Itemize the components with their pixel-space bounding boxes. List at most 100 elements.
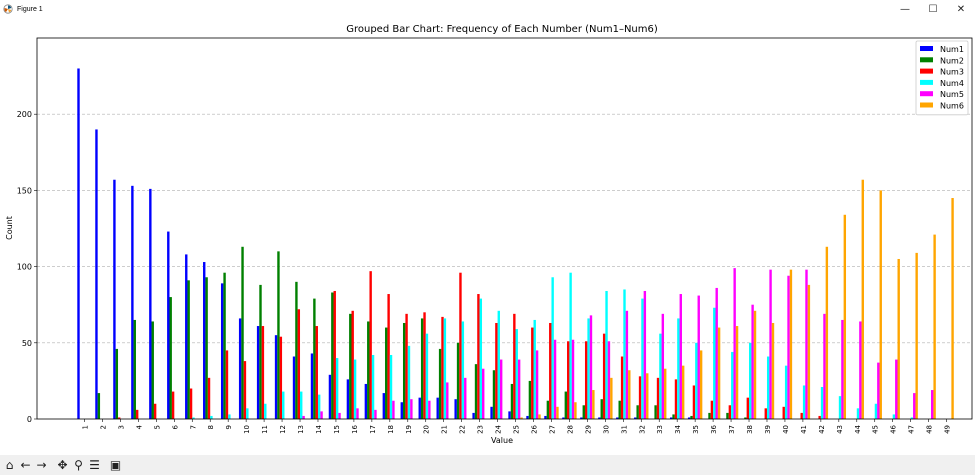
x-tick-label: 22 [459, 425, 467, 434]
bar-num2-21 [438, 348, 442, 419]
bar-num6-25 [520, 417, 523, 419]
plot-background [37, 38, 972, 419]
bar-num3-36 [710, 400, 714, 419]
bar-num2-34 [672, 414, 675, 419]
bar-num2-6 [169, 297, 172, 419]
bar-num4-38 [749, 342, 752, 419]
bar-num4-30 [605, 290, 608, 419]
back-arrow-icon[interactable]: ← [20, 458, 31, 472]
x-tick-label: 15 [333, 425, 341, 434]
bar-num3-37 [728, 405, 732, 419]
bar-num4-22 [461, 321, 465, 419]
grid-layer [37, 113, 972, 344]
bar-num3-11 [261, 326, 265, 419]
close-button[interactable]: ✕ [956, 3, 966, 15]
x-tick-label: 19 [405, 425, 413, 434]
bar-num6-33 [664, 368, 667, 419]
bar-num2-30 [600, 399, 603, 419]
bar-num1-5 [149, 188, 152, 419]
bar-num5-22 [464, 377, 467, 419]
bar-num3-42 [818, 415, 821, 419]
bar-num1-15 [328, 374, 332, 419]
bar-num2-26 [528, 380, 532, 419]
x-tick-label: 4 [135, 424, 143, 429]
bar-num3-19 [405, 313, 408, 419]
axes-frame [36, 37, 973, 420]
x-tick-label: 48 [926, 425, 934, 434]
bar-num6-49 [951, 198, 954, 419]
bar-num3-34 [674, 379, 678, 419]
bar-num6-45 [879, 190, 882, 419]
bar-num1-3 [113, 179, 116, 419]
x-tick-label: 24 [495, 424, 503, 433]
legend-label-num5: Num5 [940, 90, 964, 99]
bar-num4-23 [479, 298, 483, 419]
bar-num2-15 [331, 292, 334, 419]
bar-num5-37 [733, 268, 736, 419]
bar-num2-8 [205, 277, 208, 419]
bar-num1-18 [382, 393, 386, 419]
x-tick-label: 49 [944, 425, 952, 434]
legend-swatch-num2 [920, 57, 933, 63]
bar-num6-46 [897, 258, 900, 419]
bar-num1-10 [238, 318, 242, 419]
bar-num2-12 [277, 251, 280, 419]
x-tick-label: 36 [710, 424, 718, 433]
bar-num3-28 [567, 341, 570, 419]
x-tick-label: 26 [531, 424, 539, 433]
forward-arrow-icon[interactable]: → [36, 458, 47, 472]
bar-num4-43 [838, 396, 842, 419]
bar-num5-29 [589, 315, 593, 419]
bar-num1-28 [562, 417, 565, 419]
bar-num1-13 [292, 356, 296, 419]
y-tick-label: 0 [27, 415, 32, 424]
bar-num5-46 [895, 359, 898, 419]
minimize-button[interactable]: — [900, 3, 910, 15]
bar-num1-26 [526, 415, 529, 419]
x-tick-label: 37 [728, 425, 736, 434]
zoom-icon[interactable]: ⚲ [74, 458, 83, 472]
maximize-button[interactable]: ☐ [928, 3, 938, 15]
legend-swatch-num5 [920, 91, 933, 97]
bar-num5-14 [320, 411, 323, 419]
save-icon[interactable]: ▣ [109, 458, 122, 472]
bar-num3-8 [207, 377, 211, 419]
legend-label-num3: Num3 [940, 68, 964, 77]
bar-num1-25 [508, 411, 511, 419]
bar-num5-26 [535, 350, 539, 419]
bar-num6-40 [789, 269, 793, 419]
y-tick-label: 200 [17, 110, 32, 119]
bar-num1-4 [131, 185, 134, 419]
bar-num5-34 [679, 294, 682, 419]
bar-num6-39 [771, 322, 775, 419]
x-tick-label: 34 [674, 424, 682, 433]
x-tick-label: 2 [99, 425, 107, 429]
bar-num4-32 [641, 298, 644, 419]
bar-num1-34 [669, 417, 673, 419]
bar-num5-33 [661, 313, 665, 419]
x-tick-label: 1 [82, 425, 90, 429]
bar-num2-14 [313, 298, 316, 419]
bar-num4-25 [515, 329, 518, 419]
bar-num5-45 [877, 362, 880, 419]
bar-num6-42 [825, 246, 829, 419]
matplotlib-toolbar: ⌂ ← → ✥ ⚲ ☰ ▣ [0, 455, 975, 475]
home-icon[interactable]: ⌂ [5, 458, 14, 472]
bar-num2-25 [510, 383, 514, 419]
bar-num5-38 [751, 304, 754, 419]
bar-num3-7 [189, 388, 193, 419]
bar-num6-44 [861, 179, 864, 419]
bar-num1-21 [436, 397, 439, 419]
bar-num6-29 [592, 390, 595, 419]
pan-icon[interactable]: ✥ [57, 458, 68, 472]
legend-swatch-num3 [920, 68, 933, 74]
x-tick-label: 14 [315, 424, 323, 433]
bar-num5-16 [356, 408, 359, 419]
bar-num1-14 [310, 353, 314, 419]
bar-num6-48 [933, 234, 936, 419]
bar-num3-15 [333, 290, 336, 419]
bar-num1-11 [256, 326, 260, 419]
configure-subplots-icon[interactable]: ☰ [89, 458, 100, 472]
bar-num3-32 [638, 376, 642, 419]
